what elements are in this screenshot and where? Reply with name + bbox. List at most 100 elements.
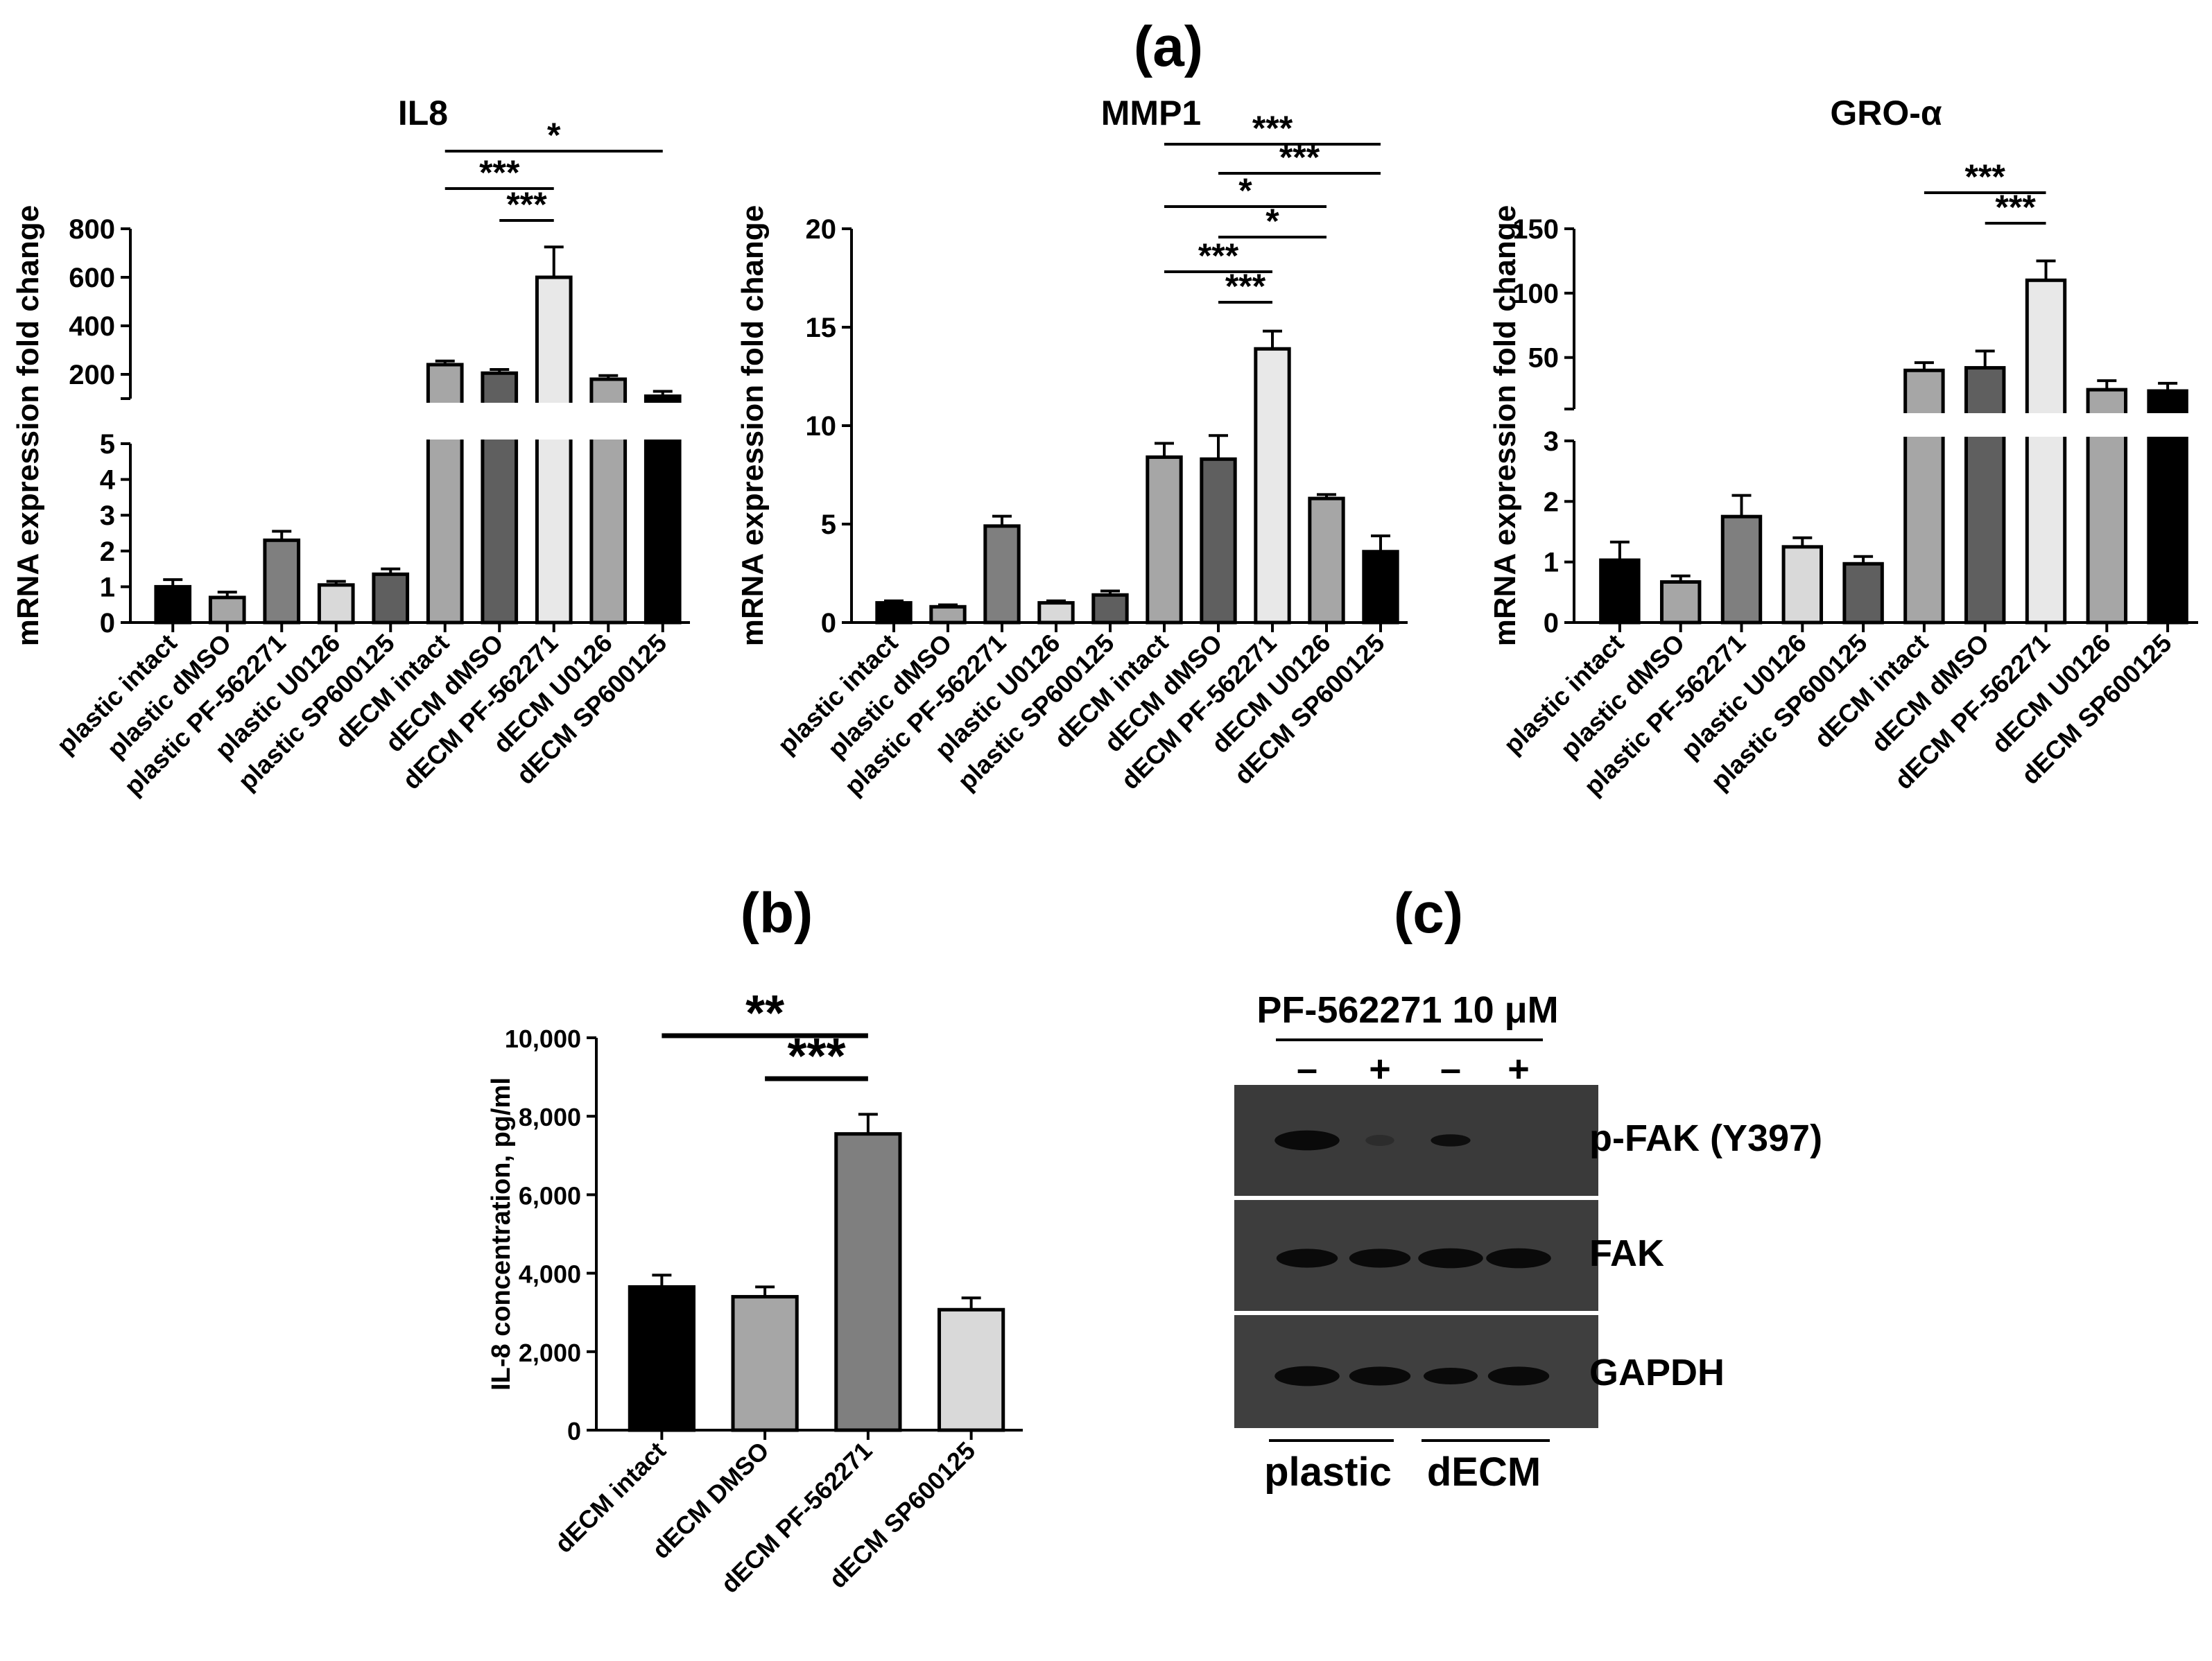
bar-4 — [1037, 601, 1075, 625]
y-axis-label: IL-8 concentration, pg/ml — [487, 1077, 516, 1391]
blot-band — [1275, 1130, 1340, 1151]
blot-band — [1349, 1366, 1411, 1386]
blot-lane-sign: – — [1297, 1048, 1317, 1090]
y-tick-label: 8,000 — [519, 1103, 581, 1131]
blot-row-label: GAPDH — [1589, 1352, 1725, 1393]
y-tick-label: 3 — [1544, 426, 1559, 457]
bar-7 — [1200, 457, 1237, 625]
bar-8 — [535, 275, 573, 625]
blot-band — [1349, 1249, 1411, 1268]
bar-3 — [1720, 514, 1763, 625]
significance-label: *** — [787, 1029, 845, 1084]
bar-2 — [208, 595, 246, 625]
bar-3 — [983, 524, 1021, 625]
y-tick-label: 4 — [100, 465, 116, 496]
chart-il8: IL8 mRNA expression fold change 0 1 2 3 4 5 200 4… — [11, 94, 693, 801]
significance-label: *** — [506, 185, 547, 224]
bar-4 — [1781, 545, 1824, 625]
bar-2 — [929, 605, 967, 625]
bar-8 — [1254, 347, 1291, 625]
bar-7 — [1964, 366, 2006, 625]
y-tick-label: 15 — [806, 313, 837, 343]
bar-1 — [875, 601, 913, 625]
blot-band — [1365, 1135, 1394, 1146]
blot-band — [1487, 1366, 1550, 1386]
y-tick-label: 600 — [69, 263, 115, 293]
y-tick-label: 1 — [1544, 548, 1559, 578]
y-tick-label: 800 — [69, 214, 115, 245]
significance-label: *** — [479, 153, 520, 192]
significance-label: *** — [1965, 157, 2006, 196]
blot-group-label: dECM — [1427, 1450, 1541, 1495]
bar-5 — [372, 572, 410, 625]
y-tick-label: 400 — [69, 311, 115, 342]
bar-8 — [2025, 278, 2067, 625]
y-tick-label: 20 — [806, 214, 837, 245]
y-tick-label: 2,000 — [519, 1339, 581, 1367]
bar-4 — [937, 1307, 1005, 1432]
blot-treatment-label: PF-562271 10 μM — [1256, 989, 1558, 1031]
panel-label-a: (a) — [1134, 15, 1203, 78]
significance-label: ** — [745, 986, 784, 1041]
y-tick-label: 3 — [100, 501, 115, 531]
blot-band — [1275, 1366, 1340, 1386]
y-tick-label: 2 — [1544, 487, 1559, 517]
chart-gro: GRO-α mRNA expression fold change 0 1 2 3 50 10… — [1488, 94, 2201, 801]
blot-lane-sign: – — [1440, 1048, 1461, 1090]
bar-3 — [263, 538, 301, 625]
significance-label: * — [547, 116, 561, 155]
significance-label: * — [1265, 202, 1279, 241]
bar-9 — [1308, 496, 1345, 625]
significance-label: *** — [1198, 236, 1239, 275]
chart-elisa: IL-8 concentration, pg/ml 0 2,000 4,000 6,00… — [487, 986, 1023, 1599]
significance-label: *** — [1279, 138, 1320, 177]
y-tick-label: 0 — [821, 608, 836, 638]
y-tick-label: 0 — [567, 1417, 581, 1445]
significance-label: *** — [1995, 188, 2036, 227]
bar-6 — [1903, 368, 1945, 625]
blot-lane-sign: + — [1507, 1048, 1530, 1090]
blot-group-label: plastic — [1264, 1450, 1392, 1495]
chart-title: IL8 — [398, 94, 448, 132]
y-tick-label: 10 — [806, 411, 837, 442]
bar-4 — [317, 583, 355, 625]
chart-title: MMP1 — [1101, 94, 1201, 132]
blot-band — [1424, 1368, 1478, 1384]
blot-row-label: FAK — [1589, 1233, 1664, 1274]
bar-2 — [731, 1295, 799, 1432]
y-tick-label: 10,000 — [505, 1025, 581, 1053]
y-tick-label: 50 — [1528, 343, 1559, 374]
chart-title: GRO-α — [1830, 94, 1942, 132]
bar-5 — [1842, 562, 1884, 625]
significance-label: *** — [1225, 267, 1266, 306]
bar-1 — [154, 584, 192, 625]
bar-6 — [1146, 455, 1183, 625]
y-tick-label: 150 — [1512, 214, 1559, 245]
y-tick-label: 100 — [1512, 279, 1559, 309]
bar-10 — [1362, 550, 1399, 625]
axis-break-gap — [1577, 413, 2201, 437]
y-axis-label: mRNA expression fold change — [736, 205, 770, 647]
y-tick-label: 2 — [100, 537, 115, 567]
blot-band — [1276, 1249, 1338, 1268]
y-axis-label: mRNA expression fold change — [11, 205, 45, 647]
y-tick-label: 5 — [100, 429, 115, 460]
blot-row-label: p-FAK (Y397) — [1589, 1118, 1822, 1159]
bar-3 — [834, 1132, 902, 1432]
bar-1 — [628, 1285, 695, 1432]
blot-lane-sign: + — [1369, 1048, 1391, 1090]
blot-band — [1418, 1248, 1483, 1269]
y-tick-label: 5 — [821, 510, 836, 540]
bar-2 — [1659, 580, 1702, 625]
panel-label-b: (b) — [741, 882, 813, 945]
blot-band — [1486, 1248, 1551, 1269]
y-tick-label: 0 — [1544, 608, 1559, 638]
significance-label: *** — [1252, 109, 1293, 148]
y-tick-label: 1 — [100, 572, 115, 602]
significance-label: * — [1238, 171, 1252, 210]
western-blot-panel: PF-562271 10 μM – + – + p-FAK (Y397) FAK… — [1234, 989, 1822, 1495]
panel-label-c: (c) — [1394, 882, 1463, 945]
y-tick-label: 6,000 — [519, 1181, 581, 1210]
